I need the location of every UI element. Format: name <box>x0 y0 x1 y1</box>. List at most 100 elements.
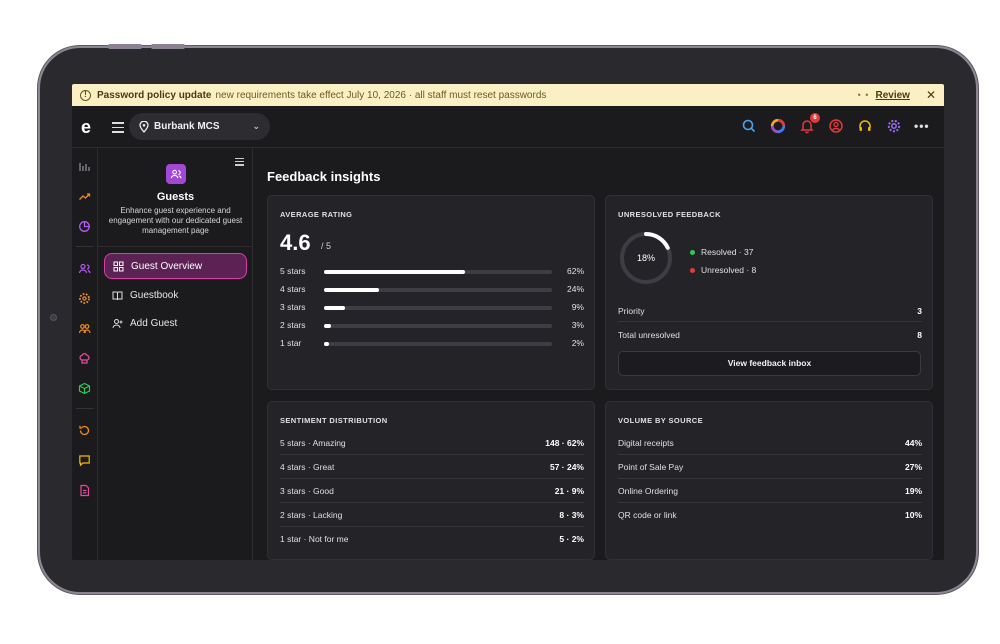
user-circle-icon[interactable] <box>828 118 844 134</box>
sentiment-row: 5 stars · Amazing 148 · 62% <box>280 431 584 455</box>
color-wheel-icon[interactable] <box>770 118 786 134</box>
app-logo[interactable]: e <box>80 117 91 137</box>
section-title: Guests <box>156 191 195 203</box>
legend-label: Unresolved · 8 <box>701 265 757 275</box>
legend-label: Resolved · 37 <box>701 247 754 257</box>
nav-item-guest-overview[interactable]: Guest Overview <box>104 253 247 279</box>
rating-row: 4 stars 24% <box>280 284 584 296</box>
bell-icon <box>800 120 814 134</box>
source-label: QR code or link <box>618 510 677 520</box>
nav-item-add-guest[interactable]: Add Guest <box>104 310 247 336</box>
rating-label: 2 stars <box>280 320 306 330</box>
unresolved-donut-chart <box>620 232 672 284</box>
total-unresolved-value: 8 <box>917 330 922 340</box>
sentiment-label: 1 star · Not for me <box>280 534 349 544</box>
rating-row: 2 stars 3% <box>280 320 584 332</box>
source-label: Point of Sale Pay <box>618 462 684 472</box>
icon-rail <box>72 148 98 560</box>
pie-chart-icon[interactable] <box>78 220 91 233</box>
screen: ! Password policy update new requirement… <box>72 84 944 560</box>
card-heading: AVERAGE RATING <box>280 210 353 219</box>
unresolved-feedback-card: UNRESOLVED FEEDBACK 18% Resolved · 37 Un… <box>605 195 933 390</box>
rating-bar-track <box>324 342 552 346</box>
bar-chart-icon[interactable] <box>78 160 91 173</box>
message-icon[interactable] <box>78 454 91 467</box>
sentiment-row: 1 star · Not for me 5 · 2% <box>280 527 584 551</box>
row-divider <box>618 321 922 322</box>
source-value: 19% <box>904 486 922 496</box>
sentiment-label: 4 stars · Great <box>280 462 335 472</box>
average-rating-card: AVERAGE RATING 4.6 / 5 5 stars 62% 4 stars… <box>267 195 595 390</box>
announcement-banner: ! Password policy update new requirement… <box>72 84 944 106</box>
volume-button <box>108 44 142 49</box>
source-value: 27% <box>904 462 922 472</box>
document-icon[interactable] <box>78 484 91 497</box>
rating-percent: 9% <box>571 302 584 312</box>
source-label: Online Ordering <box>618 486 679 496</box>
chef-hat-icon[interactable] <box>78 352 91 365</box>
banner-text: new requirements take effect July 10, 20… <box>215 89 547 101</box>
sidebar-collapse-button[interactable] <box>235 156 244 168</box>
rating-percent: 24% <box>566 284 584 294</box>
sentiment-value: 8 · 3% <box>559 510 584 520</box>
sentiment-value: 21 · 9% <box>554 486 584 496</box>
location-selector[interactable]: Burbank MCS ⌄ <box>129 113 270 140</box>
banner-pager-dots[interactable]: • • <box>857 90 870 100</box>
box-icon[interactable] <box>78 382 91 395</box>
legend-dot <box>690 267 695 273</box>
card-heading: UNRESOLVED FEEDBACK <box>618 210 721 219</box>
legend-dot <box>690 249 695 255</box>
rating-bar-fill <box>324 324 331 328</box>
banner-review-link[interactable]: Review <box>875 89 910 101</box>
view-feedback-inbox-button[interactable]: View feedback inbox <box>618 351 921 376</box>
book-icon <box>112 291 123 300</box>
rating-percent: 62% <box>566 266 584 276</box>
gear-icon[interactable] <box>886 118 902 134</box>
settings-icon[interactable] <box>78 292 91 305</box>
priority-label: Priority <box>618 306 645 316</box>
section-description: Enhance guest experience and engagement … <box>108 206 243 235</box>
nav-item-label: Guest Overview <box>131 260 203 272</box>
main-content: Feedback insights AVERAGE RATING 4.6 / 5… <box>254 148 944 560</box>
source-row: Online Ordering 19% <box>618 479 922 503</box>
refresh-icon[interactable] <box>78 424 91 437</box>
rating-label: 3 stars <box>280 302 306 312</box>
rating-bar-track <box>324 288 552 292</box>
rating-bar-track <box>324 270 552 274</box>
sentiment-value: 57 · 24% <box>549 462 584 472</box>
rating-bar-fill <box>324 288 379 292</box>
rating-bar-track <box>324 306 552 310</box>
search-icon[interactable] <box>741 118 757 134</box>
chevron-down-icon: ⌄ <box>252 121 260 131</box>
rating-row: 3 stars 9% <box>280 302 584 314</box>
sentiment-row: 2 stars · Lacking 8 · 3% <box>280 503 584 527</box>
nav-item-guestbook[interactable]: Guestbook <box>104 282 247 308</box>
source-row: QR code or link 10% <box>618 503 922 527</box>
card-heading: SENTIMENT DISTRIBUTION <box>280 416 388 425</box>
trending-icon[interactable] <box>78 190 91 203</box>
sentiment-label: 2 stars · Lacking <box>280 510 343 520</box>
guests-section-icon <box>166 164 186 184</box>
volume-by-source-card: VOLUME BY SOURCE Digital receipts 44% Poin… <box>605 401 933 560</box>
sentiment-row: 3 stars · Good 21 · 9% <box>280 479 584 503</box>
location-name: Burbank MCS <box>154 121 220 132</box>
rating-label: 4 stars <box>280 284 306 294</box>
source-row: Digital receipts 44% <box>618 431 922 455</box>
menu-toggle-button[interactable] <box>112 119 124 133</box>
donut-percent-label: 18% <box>636 253 655 263</box>
rating-bar-track <box>324 324 552 328</box>
team-icon[interactable] <box>78 322 91 335</box>
total-unresolved-row: Total unresolved 8 <box>618 330 922 340</box>
more-options-button[interactable]: ••• <box>914 119 930 133</box>
notifications-button[interactable]: 6 <box>799 113 820 134</box>
sentiment-value: 148 · 62% <box>545 438 584 448</box>
banner-close-button[interactable]: ✕ <box>925 88 936 102</box>
sentiment-distribution-card: SENTIMENT DISTRIBUTION 5 stars · Amazing… <box>267 401 595 560</box>
rating-row: 1 star 2% <box>280 338 584 350</box>
users-icon[interactable] <box>78 262 91 275</box>
headset-icon[interactable] <box>857 118 873 134</box>
sentiment-label: 5 stars · Amazing <box>280 438 346 448</box>
priority-row: Priority 3 <box>618 306 922 316</box>
alert-icon: ! <box>80 89 91 101</box>
sentiment-label: 3 stars · Good <box>280 486 334 496</box>
